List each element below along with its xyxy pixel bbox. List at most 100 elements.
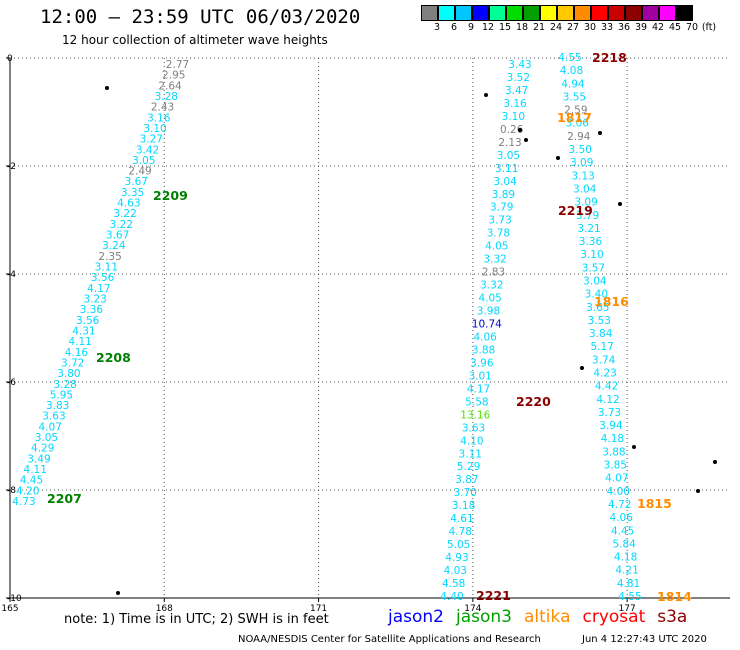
wave-height-label: 3.70 xyxy=(454,487,477,499)
wave-height-label: 3.28 xyxy=(155,91,178,103)
legend-s3a: s3a xyxy=(657,607,688,627)
footer-timestamp: Jun 4 12:27:43 UTC 2020 xyxy=(582,634,707,645)
wave-height-label: 5.29 xyxy=(457,461,480,473)
color-scale-label: 27 xyxy=(566,22,580,33)
wave-height-label: 3.85 xyxy=(604,460,627,472)
wave-height-label: 2.64 xyxy=(158,80,182,92)
wave-height-label: 4.05 xyxy=(485,241,508,253)
wave-height-label: 13.16 xyxy=(460,409,490,421)
x-tick-label: 165 xyxy=(1,604,18,614)
wave-height-label: 4.61 xyxy=(450,513,473,525)
color-scale-cell xyxy=(540,5,557,21)
legend-jason2: jason2 xyxy=(388,607,444,627)
wave-height-label: 3.83 xyxy=(46,400,69,412)
island-marker xyxy=(556,156,560,160)
wave-height-label: 3.80 xyxy=(57,368,80,380)
wave-height-label: 3.09 xyxy=(570,157,593,169)
wave-height-label: 2.77 xyxy=(166,59,189,71)
color-scale-label: 24 xyxy=(549,22,563,33)
wave-height-label: 3.79 xyxy=(490,202,513,214)
color-scale-label: 30 xyxy=(583,22,597,33)
wave-height-label: 3.18 xyxy=(452,500,475,512)
wave-height-label: 3.10 xyxy=(143,123,166,135)
color-scale-cell xyxy=(574,5,591,21)
wave-height-label: 4.45 xyxy=(20,475,43,487)
wave-height-label: 4.63 xyxy=(117,198,140,210)
color-scale-label: 21 xyxy=(532,22,546,33)
wave-height-label: 4.20 xyxy=(16,485,39,497)
wave-height-label: 4.08 xyxy=(560,65,583,77)
wave-height-label: 3.28 xyxy=(53,379,76,391)
wave-height-label: 4.16 xyxy=(65,347,89,359)
wave-height-label: 3.89 xyxy=(492,189,515,201)
island-marker xyxy=(484,93,488,97)
wave-height-label: 4.72 xyxy=(608,499,631,511)
wave-height-label: 3.43 xyxy=(508,59,531,71)
page-subtitle: 12 hour collection of altimeter wave hei… xyxy=(62,33,328,47)
wave-height-label: 3.74 xyxy=(592,354,616,366)
color-scale-cell xyxy=(489,5,506,21)
y-tick-label: -4 xyxy=(7,270,16,280)
wave-height-label: 4.31 xyxy=(72,325,95,337)
page-title: 12:00 – 23:59 UTC 06/03/2020 xyxy=(40,6,361,28)
wave-height-label: 3.22 xyxy=(110,219,133,231)
wave-height-label: 3.79 xyxy=(576,210,599,222)
wave-height-label: 3.36 xyxy=(579,236,603,248)
wave-height-label: 4.05 xyxy=(478,293,501,305)
color-scale-cell xyxy=(523,5,540,21)
wave-height-label: 3.10 xyxy=(502,111,525,123)
legend-cryosat: cryosat xyxy=(582,607,646,627)
wave-height-label: 4.21 xyxy=(615,565,638,577)
color-scale-label: 42 xyxy=(651,22,665,33)
wave-height-label: 3.11 xyxy=(495,163,518,175)
wave-height-label: 3.57 xyxy=(582,262,605,274)
wave-height-label: 3.88 xyxy=(472,344,495,356)
legend-altika: altika xyxy=(524,607,571,627)
wave-height-label: 4.93 xyxy=(445,552,468,564)
wave-height-label: 4.00 xyxy=(607,486,630,498)
wave-height-label: 3.78 xyxy=(487,228,510,240)
wave-height-label: 3.16 xyxy=(147,112,171,124)
island-marker xyxy=(105,86,109,90)
wave-height-label: 3.84 xyxy=(589,328,613,340)
wave-height-label: 4.06 xyxy=(610,512,634,524)
y-tick-label: -6 xyxy=(7,378,16,388)
wave-height-label: 3.04 xyxy=(573,183,597,195)
wave-height-label: 4.10 xyxy=(460,435,483,447)
time-label: 2209 xyxy=(153,188,188,203)
time-label: 1816 xyxy=(594,294,629,309)
wave-height-label: 3.05 xyxy=(497,150,520,162)
color-scale-label: 9 xyxy=(467,22,475,33)
wave-height-label: 4.07 xyxy=(39,421,62,433)
wave-height-label: 3.05 xyxy=(132,155,155,167)
wave-height-label: 2.59 xyxy=(564,105,587,117)
wave-height-label: 3.42 xyxy=(136,144,159,156)
wave-height-label: 4.73 xyxy=(12,496,35,508)
color-scale-label: 36 xyxy=(617,22,631,33)
time-label: 2208 xyxy=(96,350,131,365)
island-marker xyxy=(116,591,120,595)
wave-height-label: 3.32 xyxy=(483,254,506,266)
wave-height-label: 4.40 xyxy=(440,591,463,603)
wave-height-label: 3.40 xyxy=(585,289,608,301)
wave-height-label: 3.73 xyxy=(488,215,511,227)
wave-height-label: 4.17 xyxy=(467,383,490,395)
y-tick-label: -2 xyxy=(7,162,16,172)
wave-height-label: 4.03 xyxy=(444,565,467,577)
wave-height-label: 3.22 xyxy=(113,208,136,220)
island-marker xyxy=(598,131,602,135)
color-scale-label: 39 xyxy=(634,22,648,33)
wave-height-label: 2.94 xyxy=(567,131,591,143)
wave-height-label: 4.58 xyxy=(442,578,465,590)
wave-height-label: 4.07 xyxy=(605,473,628,485)
wave-height-label: 4.11 xyxy=(24,464,47,476)
color-scale-cell xyxy=(421,5,438,21)
wave-height-label: 3.56 xyxy=(76,315,100,327)
wave-height-label: 3.21 xyxy=(577,223,600,235)
wave-height-label: 4.42 xyxy=(595,381,618,393)
wave-height-label: 3.52 xyxy=(507,72,530,84)
wave-height-label: 4.06 xyxy=(473,331,497,343)
time-label: 1817 xyxy=(557,110,592,125)
wave-height-label: 4.17 xyxy=(87,283,110,295)
